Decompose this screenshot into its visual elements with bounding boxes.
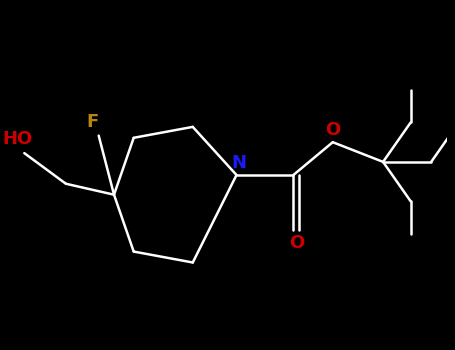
Text: O: O xyxy=(325,121,340,139)
Text: F: F xyxy=(86,113,98,131)
Text: N: N xyxy=(231,154,246,172)
Text: HO: HO xyxy=(3,130,33,148)
Text: O: O xyxy=(289,234,304,252)
